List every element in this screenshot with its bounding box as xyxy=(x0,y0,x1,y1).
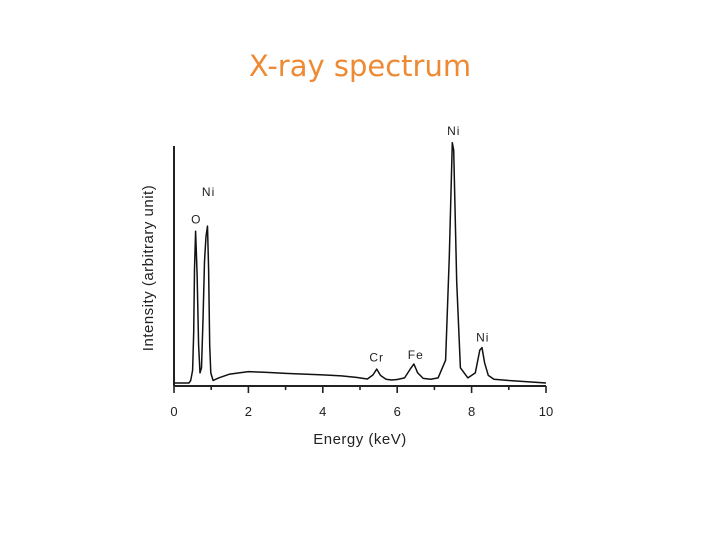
peak-label-ni: Ni xyxy=(202,185,215,199)
spectrum-line xyxy=(174,141,547,384)
x-tick-label: 8 xyxy=(468,404,475,419)
x-axis-ticks xyxy=(173,386,547,393)
x-axis-tick-labels: 0 2 4 6 8 10 xyxy=(170,404,553,419)
x-tick-label: 0 xyxy=(170,404,177,419)
slide-title: X-ray spectrum xyxy=(248,49,472,83)
peak-label-cr: Cr xyxy=(369,350,384,364)
peak-label-ni: Ni xyxy=(476,330,489,344)
peak-label-o: O xyxy=(191,213,201,227)
peak-label-ni: Ni xyxy=(447,124,460,138)
y-axis-title: Intensity (arbitrary unit) xyxy=(140,185,157,351)
x-tick-label: 2 xyxy=(245,404,252,419)
x-tick-label: 4 xyxy=(319,404,326,419)
x-tick-label: 6 xyxy=(394,404,401,419)
chart-axes xyxy=(173,146,546,387)
peak-label-fe: Fe xyxy=(408,348,424,362)
x-axis-title: Energy (keV) xyxy=(313,431,407,448)
x-tick-label: 10 xyxy=(539,404,553,419)
